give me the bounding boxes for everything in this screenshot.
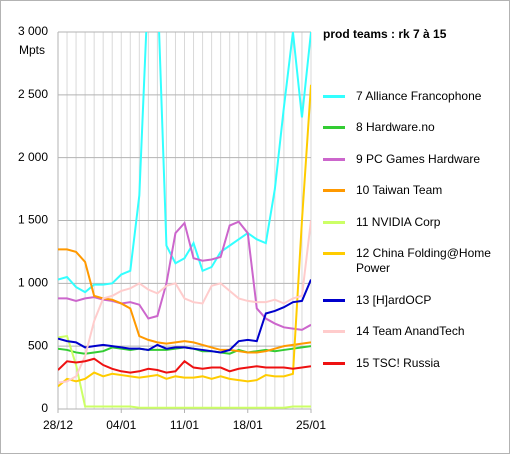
legend-item: 14 Team AnandTech [323,324,503,339]
y-tick-label: 2 000 [18,150,48,164]
legend-swatch [323,330,345,333]
series-line [58,220,311,384]
legend-label: 15 TSC! Russia [356,356,440,370]
legend-swatch [323,158,345,161]
y-tick-label: 1 000 [18,276,48,290]
legend-label: 8 Hardware.no [356,120,435,134]
legend-item: 11 NVIDIA Corp [323,215,503,230]
x-tick-label: 11/01 [170,418,199,432]
series-line [58,279,311,354]
legend-item: 15 TSC! Russia [323,356,503,371]
x-tick-label: 28/12 [43,418,73,432]
y-tick-label: 500 [28,338,48,352]
legend-label: 7 Alliance Francophone [356,89,482,103]
series-line [58,84,311,388]
legend-label: 10 Taiwan Team [356,183,443,197]
legend-swatch [323,126,345,129]
series-line [58,248,311,354]
series-line [58,335,311,409]
legend-swatch [323,299,345,302]
legend-label: 13 [H]ardOCP [356,293,432,307]
legend-swatch [323,362,345,365]
y-tick-label: 1 500 [18,213,48,227]
series-line [58,32,311,294]
y-tick-label: 3 000 [18,24,48,38]
y-tick-label: 0 [41,401,48,415]
legend-item: 10 Taiwan Team [323,183,503,198]
legend-label: 12 China Folding@Home Power [356,246,491,275]
legend-item: 13 [H]ardOCP [323,293,503,308]
legend-swatch [323,189,345,192]
legend-swatch [323,252,345,255]
x-tick-label: 04/01 [106,418,136,432]
series-line [58,357,311,374]
legend-item: 12 China Folding@Home Power [323,246,503,276]
x-tick-label: 25/01 [296,418,326,432]
legend-item: 8 Hardware.no [323,120,503,135]
legend-item: 7 Alliance Francophone [323,89,503,104]
series-line [58,220,311,331]
chart-title: prod teams : rk 7 à 15 [323,27,447,41]
legend-label: 14 Team AnandTech [356,324,465,338]
legend-label: 11 NVIDIA Corp [356,215,441,229]
legend-label: 9 PC Games Hardware [356,152,481,166]
y-axis-label: Mpts [19,43,45,57]
x-tick-label: 18/01 [233,418,263,432]
legend-swatch [323,221,345,224]
legend-item: 9 PC Games Hardware [323,152,503,167]
y-tick-label: 2 500 [18,87,48,101]
legend-swatch [323,95,345,98]
